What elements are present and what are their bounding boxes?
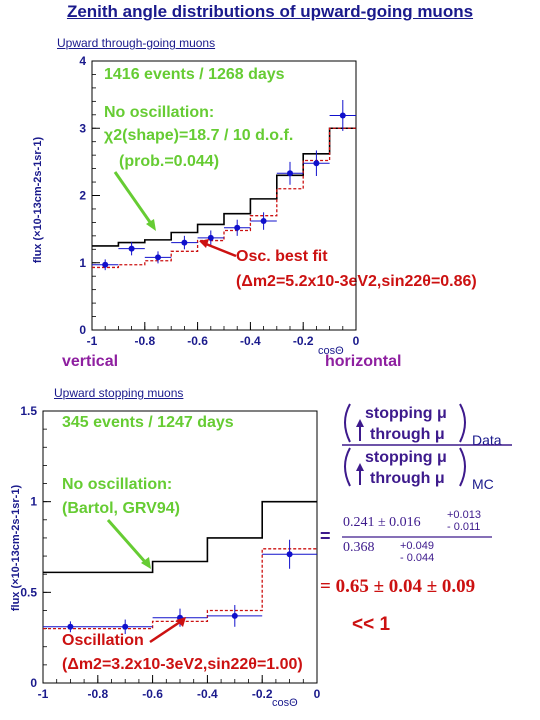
top-xtick-label: 0 xyxy=(353,334,360,348)
bottom-events-label: 345 events / 1247 days xyxy=(62,414,234,431)
bottom-xtick-label: -0.4 xyxy=(197,687,218,701)
bottom-xtick-label: -0.2 xyxy=(252,687,273,701)
top-noosc-label-2: χ2(shape)=18.7 / 10 d.o.f. xyxy=(104,127,294,144)
top-osc-label-1: Osc. best fit xyxy=(236,248,328,265)
top-xtick-label: -0.8 xyxy=(134,334,155,348)
bottom-ytick-label: 0 xyxy=(30,676,37,690)
num-right-paren xyxy=(459,403,466,443)
ratio-conclusion: << 1 xyxy=(352,614,391,635)
ratio-mc-plus: +0.049 xyxy=(400,540,434,552)
top-xtick-label: -0.6 xyxy=(187,334,208,348)
den-right-paren xyxy=(459,447,466,487)
ratio-num-bottom: through μ xyxy=(370,426,445,443)
bottom-noosc-label-1: No oscillation: xyxy=(62,476,173,493)
top-subtitle: Upward through-going muons xyxy=(57,36,216,50)
bottom-plot-frame xyxy=(42,410,318,684)
bottom-plot: -1 -0.8 -0.6 -0.4 -0.2 0 0 0.5 1 1.5 xyxy=(20,404,320,701)
top-ytick-label: 1 xyxy=(79,256,86,270)
vertical-label: vertical xyxy=(62,353,119,370)
bottom-data-point xyxy=(286,551,293,558)
num-left-paren xyxy=(344,403,351,443)
top-plot: -1 -0.8 -0.6 -0.4 -0.2 0 0 1 2 3 4 xyxy=(79,54,359,348)
top-noosc-arrow-head xyxy=(146,219,156,231)
bottom-data-point xyxy=(67,623,74,630)
bottom-osc-histogram xyxy=(43,548,317,630)
bottom-xtick-label: -0.6 xyxy=(142,687,163,701)
horizontal-label: horizontal xyxy=(325,353,402,370)
top-osc-arrow xyxy=(205,242,237,258)
bottom-xtick-label: -1 xyxy=(38,687,49,701)
top-data-point xyxy=(339,112,346,119)
bottom-osc-label-1: Oscillation xyxy=(62,632,144,649)
bottom-xtick-label: 0 xyxy=(314,687,321,701)
ratio-data-plus: +0.013 xyxy=(447,509,481,521)
top-ytick-label: 2 xyxy=(79,189,86,203)
ratio-num-top: stopping μ xyxy=(365,405,447,422)
ratio-data-value: 0.241 ± 0.016 xyxy=(343,515,421,530)
top-osc-arrow-head xyxy=(199,239,209,248)
ratio-den-sub: MC xyxy=(472,476,494,492)
top-events-label: 1416 events / 1268 days xyxy=(104,66,285,83)
bottom-osc-arrow-head xyxy=(176,617,186,627)
ratio-mc-minus: - 0.044 xyxy=(400,552,435,564)
top-noosc-histogram xyxy=(92,127,356,247)
top-data-point xyxy=(128,245,135,252)
top-data-point xyxy=(313,160,320,167)
bottom-xlabel: cosΘ xyxy=(272,697,298,709)
ratio-den-bottom: through μ xyxy=(370,470,445,487)
ratio-result: = 0.65 ± 0.04 ± 0.09 xyxy=(320,576,476,597)
ratio-num-sub: Data xyxy=(472,432,502,448)
ratio-data-minus: - 0.011 xyxy=(447,521,481,533)
bottom-subtitle: Upward stopping muons xyxy=(54,386,184,400)
top-ytick-label: 3 xyxy=(79,121,86,135)
bottom-osc-label-2: (Δm2=3.2x10-3eV2,sin22θ=1.00) xyxy=(62,656,303,673)
bottom-noosc-label-2: (Bartol, GRV94) xyxy=(62,500,180,517)
top-data-point xyxy=(287,170,293,177)
top-noosc-label-3: (prob.=0.044) xyxy=(119,153,220,170)
top-xtick-label: -0.4 xyxy=(240,334,261,348)
top-data-point xyxy=(155,254,161,261)
top-data-point xyxy=(102,261,109,268)
ratio-equals: = xyxy=(320,526,331,546)
ratio-den-top: stopping μ xyxy=(365,449,447,466)
bottom-ytick-label: 0.5 xyxy=(20,585,37,599)
den-left-paren xyxy=(344,447,351,487)
bottom-noosc-histogram xyxy=(43,500,317,574)
num-arrow-head xyxy=(356,419,364,427)
bottom-ytick-label: 1 xyxy=(30,495,37,509)
top-data-point xyxy=(207,234,214,241)
den-arrow-head xyxy=(356,463,364,471)
top-xtick-label: -0.2 xyxy=(293,334,314,348)
top-xlabel: cosΘ xyxy=(318,345,344,357)
bottom-xtick-label: -0.8 xyxy=(87,687,108,701)
bottom-noosc-arrow-head xyxy=(141,557,151,569)
top-noosc-label-1: No oscillation: xyxy=(104,104,215,121)
top-ytick-label: 0 xyxy=(79,323,86,337)
bottom-data-point xyxy=(231,612,238,619)
bottom-osc-arrow xyxy=(149,620,181,644)
ratio-mc-value: 0.368 xyxy=(343,540,375,555)
page-title: Zenith angle distributions of upward-goi… xyxy=(66,2,474,21)
top-ytick-label: 4 xyxy=(79,54,86,68)
top-xtick-label: -1 xyxy=(87,334,98,348)
top-data-point xyxy=(181,239,188,246)
top-data-point xyxy=(260,218,267,225)
ratio-formula-graphic xyxy=(342,403,512,538)
top-data-point xyxy=(234,224,241,231)
bottom-data-point xyxy=(122,623,129,630)
top-noosc-arrow xyxy=(113,171,154,226)
bottom-ytick-label: 1.5 xyxy=(20,404,37,418)
bottom-noosc-arrow xyxy=(106,519,148,564)
top-osc-histogram xyxy=(92,127,356,269)
